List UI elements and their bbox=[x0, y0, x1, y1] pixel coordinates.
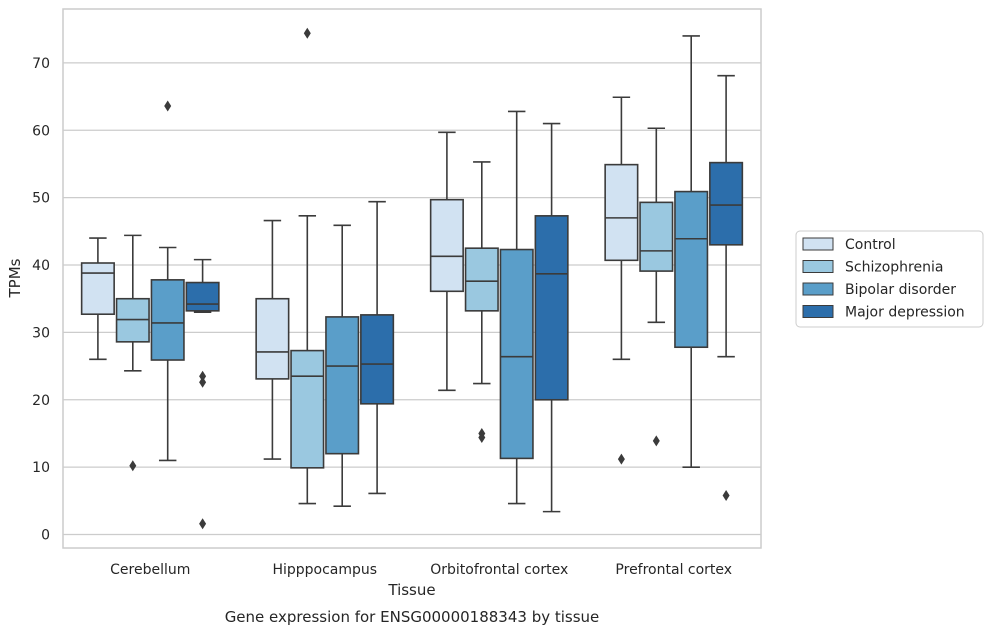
box-bipolar-disorder bbox=[499, 110, 534, 505]
legend-swatch bbox=[802, 237, 834, 251]
y-tick-label: 20 bbox=[32, 393, 50, 409]
box-body bbox=[360, 314, 395, 405]
box-body bbox=[325, 316, 360, 455]
y-tick-label: 0 bbox=[41, 528, 50, 544]
box-body bbox=[709, 161, 744, 246]
box-control bbox=[255, 219, 290, 460]
legend-swatch bbox=[802, 282, 834, 296]
box-body bbox=[150, 279, 185, 361]
outlier-point bbox=[199, 376, 207, 388]
box-schizophrenia bbox=[639, 127, 674, 447]
outlier-point bbox=[478, 432, 486, 444]
box-major-depression bbox=[709, 74, 744, 501]
box-body bbox=[255, 297, 290, 380]
box-body bbox=[80, 262, 115, 316]
box-bipolar-disorder bbox=[325, 224, 360, 508]
outlier-point bbox=[652, 435, 660, 447]
box-schizophrenia bbox=[290, 27, 325, 505]
outlier-point bbox=[199, 518, 207, 530]
y-tick-label: 40 bbox=[32, 258, 50, 274]
outlier-point bbox=[722, 489, 730, 501]
box-major-depression bbox=[185, 258, 220, 530]
box-body bbox=[639, 201, 674, 272]
y-tick-label: 10 bbox=[32, 460, 50, 476]
chart-caption: Gene expression for ENSG00000188343 by t… bbox=[225, 608, 600, 626]
box-schizophrenia bbox=[115, 234, 150, 472]
outlier-point bbox=[129, 460, 137, 472]
box-body bbox=[290, 349, 325, 469]
legend: Control Schizophrenia Bipolar disorder Majo… bbox=[795, 230, 984, 328]
legend-swatch bbox=[802, 260, 834, 273]
box-body bbox=[464, 247, 499, 312]
plot-area bbox=[62, 8, 762, 549]
legend-swatch bbox=[802, 305, 834, 318]
legend-label: Major depression bbox=[845, 305, 965, 321]
box-schizophrenia bbox=[464, 161, 499, 444]
legend-label: Schizophrenia bbox=[845, 260, 943, 276]
x-tick-labels: Cerebellum Hipppocampus Orbitofrontal cort… bbox=[110, 562, 732, 578]
y-tick-labels: 0 10 20 30 40 50 60 70 bbox=[32, 56, 50, 544]
outlier-point bbox=[617, 453, 625, 465]
box-body bbox=[604, 163, 639, 262]
x-tick-label: Orbitofrontal cortex bbox=[430, 562, 568, 578]
y-tick-label: 60 bbox=[32, 123, 50, 139]
box-body bbox=[429, 198, 464, 293]
legend-frame bbox=[795, 230, 984, 328]
box-body bbox=[534, 215, 569, 401]
legend-label: Control bbox=[845, 237, 896, 253]
x-tick-label: Cerebellum bbox=[110, 562, 190, 578]
box-major-depression bbox=[534, 122, 569, 513]
box-series bbox=[80, 27, 744, 530]
x-axis-label: Tissue bbox=[387, 581, 435, 599]
outlier-point bbox=[164, 100, 172, 112]
box-body bbox=[499, 248, 534, 460]
grid-lines bbox=[63, 62, 761, 536]
outlier-point bbox=[199, 370, 207, 382]
legend-label: Bipolar disorder bbox=[845, 282, 956, 298]
box-control bbox=[604, 96, 639, 465]
box-bipolar-disorder bbox=[150, 100, 185, 462]
x-tick-label: Prefrontal cortex bbox=[615, 562, 732, 578]
x-tick-label: Hipppocampus bbox=[272, 562, 377, 578]
y-tick-label: 70 bbox=[32, 56, 50, 72]
box-bipolar-disorder bbox=[674, 35, 709, 468]
box-major-depression bbox=[360, 200, 395, 495]
box-body bbox=[674, 190, 709, 349]
box-control bbox=[429, 131, 464, 392]
y-tick-label: 50 bbox=[32, 191, 50, 207]
box-body bbox=[185, 281, 220, 312]
y-axis-label: TPMs bbox=[6, 258, 24, 298]
box-control bbox=[80, 237, 115, 361]
outlier-point bbox=[303, 27, 311, 39]
y-tick-label: 30 bbox=[32, 325, 50, 341]
